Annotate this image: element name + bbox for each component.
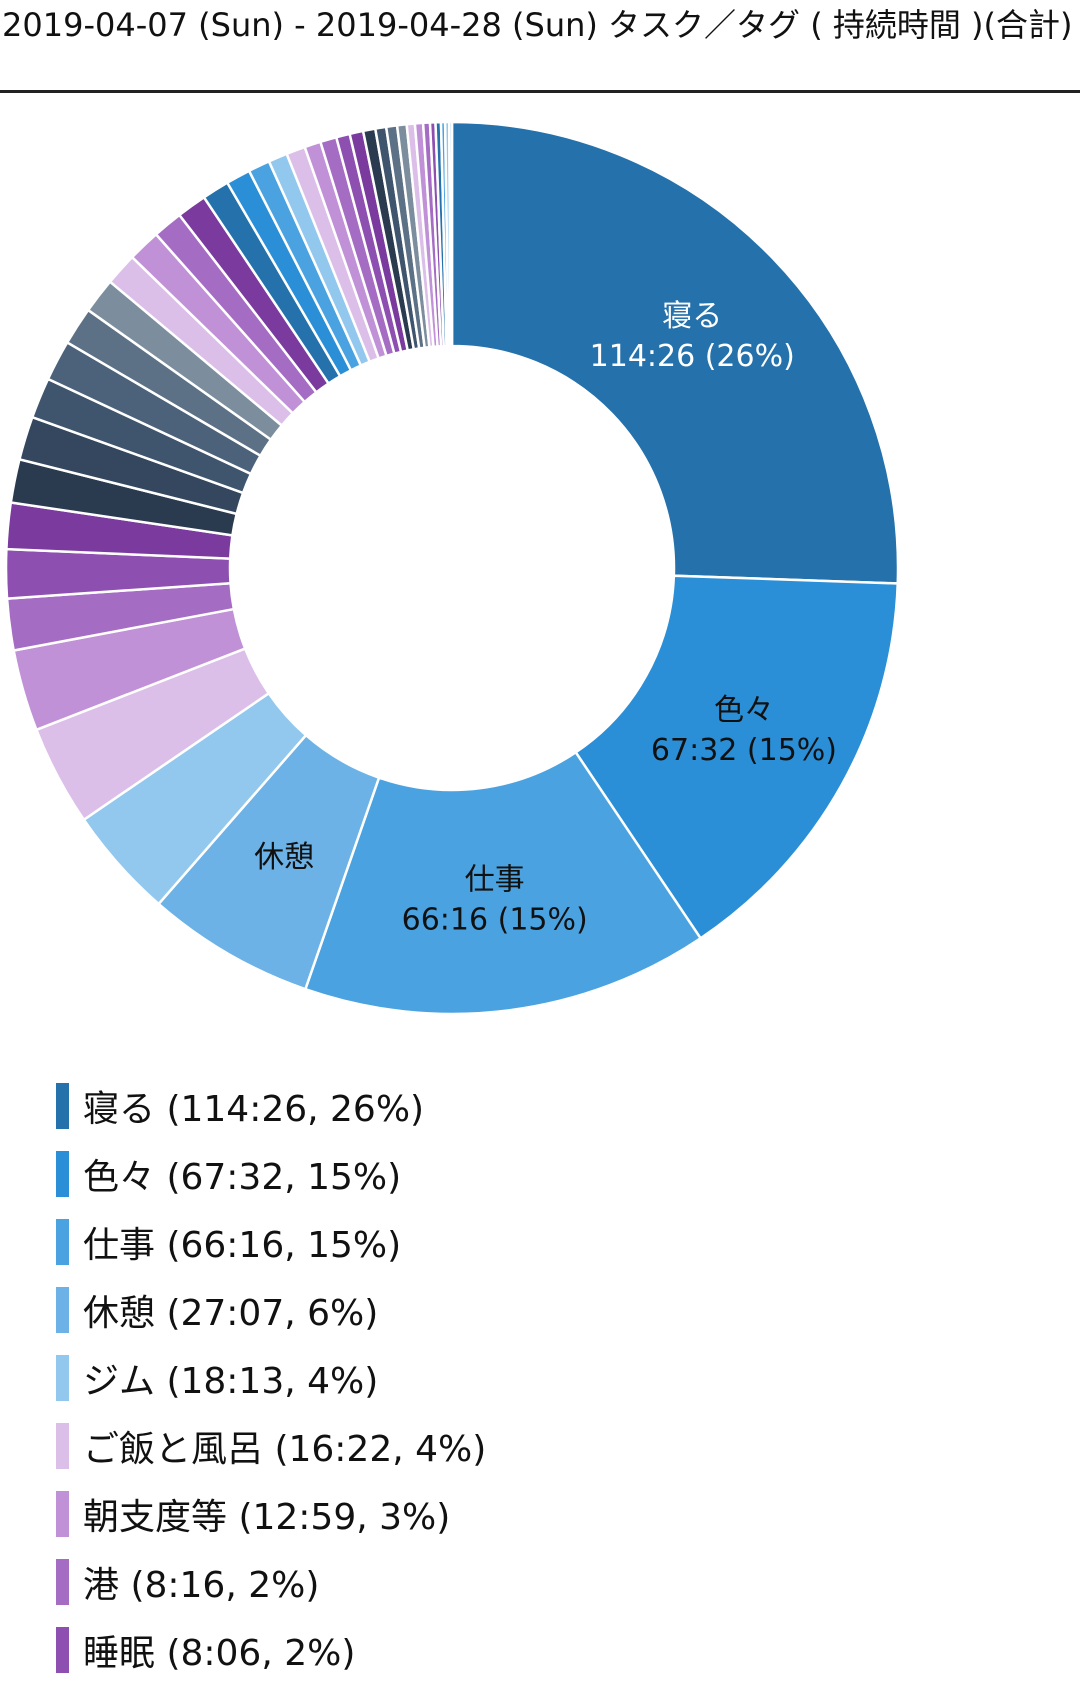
legend-label: 休憩 (27:07, 6%): [83, 1293, 379, 1334]
legend-label: 港 (8:16, 2%): [83, 1565, 320, 1606]
donut-slice-3: [303, 750, 703, 1016]
legend-swatch: [56, 1287, 69, 1333]
slice-name-label: 寝る: [662, 299, 722, 334]
slice-value-label: 114:26 (26%): [590, 339, 795, 374]
legend-label: 睡眠 (8:06, 2%): [83, 1633, 356, 1674]
legend-label: ジム (18:13, 4%): [83, 1361, 379, 1402]
legend-item: 仕事 (66:16, 15%): [56, 1208, 486, 1276]
legend-item: 休憩 (27:07, 6%): [56, 1276, 486, 1344]
legend-swatch: [56, 1559, 69, 1605]
legend-swatch: [56, 1151, 69, 1197]
legend-swatch: [56, 1083, 69, 1129]
legend-label: 仕事 (66:16, 15%): [83, 1225, 402, 1266]
legend-item: 港 (8:16, 2%): [56, 1548, 486, 1616]
donut-slice-2: [574, 574, 900, 941]
slice-value-label: 66:16 (15%): [402, 902, 588, 937]
legend-item: 色々 (67:32, 15%): [56, 1140, 486, 1208]
donut-slices: [4, 120, 900, 1016]
donut-slice-1: [450, 120, 900, 585]
slice-name-label: 色々: [714, 693, 774, 728]
legend-label: 色々 (67:32, 15%): [83, 1157, 402, 1198]
legend-label: 朝支度等 (12:59, 3%): [83, 1497, 451, 1538]
legend-item: ジム (18:13, 4%): [56, 1344, 486, 1412]
legend-item: 睡眠 (8:06, 2%): [56, 1616, 486, 1684]
legend-item: ご飯と風呂 (16:22, 4%): [56, 1412, 486, 1480]
legend-swatch: [56, 1423, 69, 1469]
chart-title: 2019-04-07 (Sun) - 2019-04-28 (Sun) タスク／…: [2, 6, 1073, 44]
donut-slice-41: [447, 120, 454, 348]
legend-swatch: [56, 1355, 69, 1401]
slice-name-label: 休憩: [254, 840, 314, 875]
legend-label: 寝る (114:26, 26%): [83, 1089, 425, 1130]
slice-value-label: 67:32 (15%): [651, 733, 837, 768]
title-divider: [0, 90, 1080, 93]
chart-legend: 寝る (114:26, 26%) 色々 (67:32, 15%) 仕事 (66:16…: [56, 1072, 486, 1684]
legend-swatch: [56, 1627, 69, 1673]
legend-label: ご飯と風呂 (16:22, 4%): [83, 1429, 487, 1470]
donut-chart: 寝る 114:26 (26%) 色々 67:32 (15%) 仕事 66:16 (15%)…: [4, 120, 900, 1016]
slice-name-label: 仕事: [465, 862, 525, 897]
legend-swatch: [56, 1219, 69, 1265]
slice-labels: 寝る 114:26 (26%) 色々 67:32 (15%) 仕事 66:16 (15%)…: [254, 299, 837, 937]
legend-item: 寝る (114:26, 26%): [56, 1072, 486, 1140]
legend-item: 朝支度等 (12:59, 3%): [56, 1480, 486, 1548]
legend-swatch: [56, 1491, 69, 1537]
